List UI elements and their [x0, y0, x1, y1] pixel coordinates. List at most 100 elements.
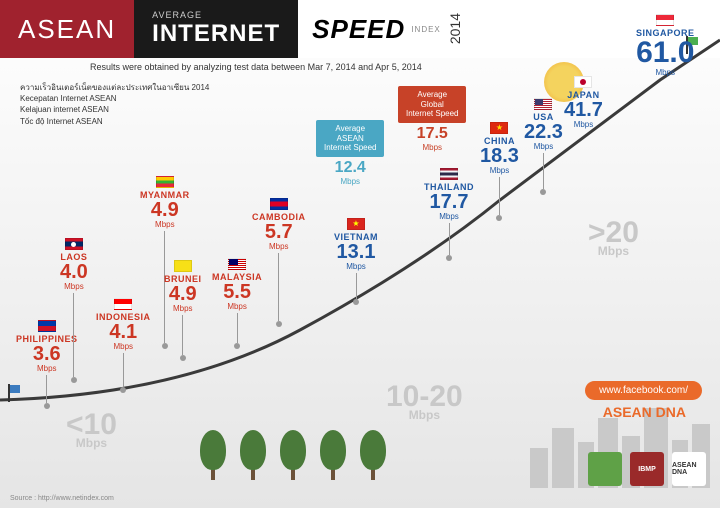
header-internet-block: AVERAGE INTERNET [134, 0, 298, 58]
avg-global-l3: Internet Speed [406, 109, 458, 119]
pin-line [73, 293, 74, 377]
flag-usa-icon [534, 98, 552, 110]
country-entry-china: ★CHINA18.3Mbps [480, 122, 519, 221]
flag-thailand-icon [440, 168, 458, 180]
multilang-line: Tốc độ Internet ASEAN [20, 116, 209, 127]
avg-global-value: 17.5 [398, 125, 466, 143]
pin-dot-icon [276, 321, 282, 327]
country-value: 4.9 [164, 284, 202, 304]
country-value: 4.9 [140, 200, 190, 220]
country-value: 41.7 [564, 100, 603, 120]
multilang-block: ความเร็วอินเตอร์เน็ตของแต่ละประเทศในอาเซ… [20, 82, 209, 127]
country-unit: Mbps [564, 120, 603, 129]
country-value: 61.0 [636, 38, 695, 68]
pin-dot-icon [120, 387, 126, 393]
country-entry-vietnam: ★VIETNAM13.1Mbps [334, 218, 378, 305]
header-index-label: INDEX [411, 25, 440, 34]
range-label: <10Mbps [66, 408, 117, 450]
header-year: 2014 [447, 13, 463, 44]
pin-dot-icon [353, 299, 359, 305]
avg-asean-l2: ASEAN [324, 134, 376, 144]
avg-global-l2: Global [406, 100, 458, 110]
avg-global-box: Average Global Internet Speed [398, 86, 466, 123]
pin-dot-icon [540, 189, 546, 195]
pin-dot-icon [71, 377, 77, 383]
flag-singapore-icon [656, 14, 674, 26]
country-entry-usa: USA22.3Mbps [524, 98, 563, 195]
pin-line [499, 177, 500, 215]
avg-global-callout: Average Global Internet Speed 17.5 Mbps [398, 86, 466, 152]
trees-decor [200, 430, 386, 480]
avg-asean-value: 12.4 [316, 159, 384, 177]
sponsor-logo: ASEAN DNA [672, 452, 706, 486]
avg-global-l1: Average [406, 90, 458, 100]
flag-indonesia-icon [114, 298, 132, 310]
pin-line [278, 253, 279, 321]
country-value: 13.1 [334, 242, 378, 262]
flag-brunei-icon [174, 260, 192, 272]
tree-icon [240, 430, 266, 480]
flag-china-icon: ★ [490, 122, 508, 134]
header-speed-label: SPEED [312, 14, 405, 45]
flag-cambodia-icon [270, 198, 288, 210]
country-unit: Mbps [424, 212, 474, 221]
pin-line [123, 353, 124, 387]
country-unit: Mbps [480, 166, 519, 175]
country-unit: Mbps [140, 220, 190, 229]
source-attribution: Source : http://www.netindex.com [10, 495, 114, 502]
flag-laos-icon [65, 238, 83, 250]
country-entry-laos: LAOS4.0Mbps [60, 238, 88, 383]
header-average-label: AVERAGE [152, 10, 280, 20]
country-value: 17.7 [424, 192, 474, 212]
country-entry-brunei: BRUNEI4.9Mbps [164, 260, 202, 361]
flag-philippines-icon [38, 320, 56, 332]
range-label: >20Mbps [588, 216, 639, 258]
sponsor-logo [588, 452, 622, 486]
sponsor-logos: IBMPASEAN DNA [588, 452, 706, 486]
avg-asean-box: Average ASEAN Internet Speed [316, 120, 384, 157]
flag-japan-icon [574, 76, 592, 88]
tree-icon [320, 430, 346, 480]
country-entry-cambodia: CAMBODIA5.7Mbps [252, 198, 306, 327]
pin-line [46, 375, 47, 403]
flag-myanmar-icon [156, 176, 174, 188]
avg-asean-l3: Internet Speed [324, 143, 376, 153]
country-entry-japan: JAPAN41.7Mbps [564, 76, 603, 129]
pin-line [449, 223, 450, 255]
country-value: 22.3 [524, 122, 563, 142]
header-internet-label: INTERNET [152, 20, 280, 48]
pin-dot-icon [446, 255, 452, 261]
country-unit: Mbps [252, 242, 306, 251]
brand-label: ASEAN DNA [603, 404, 686, 420]
avg-asean-l1: Average [324, 124, 376, 134]
country-entry-singapore: SINGAPORE61.0Mbps [636, 14, 695, 77]
pin-line [182, 315, 183, 355]
avg-asean-unit: Mbps [316, 177, 384, 186]
multilang-line: ความเร็วอินเตอร์เน็ตของแต่ละประเทศในอาเซ… [20, 82, 209, 93]
tree-icon [360, 430, 386, 480]
tree-icon [280, 430, 306, 480]
range-label: 10-20Mbps [386, 380, 463, 422]
country-value: 5.7 [252, 222, 306, 242]
sponsor-logo: IBMP [630, 452, 664, 486]
header: ASEAN AVERAGE INTERNET SPEED INDEX 2014 [0, 0, 720, 58]
country-value: 18.3 [480, 146, 519, 166]
infographic-container: ASEAN AVERAGE INTERNET SPEED INDEX 2014 … [0, 0, 720, 508]
country-unit: Mbps [164, 304, 202, 313]
flag-malaysia-icon [228, 258, 246, 270]
country-unit: Mbps [524, 142, 563, 151]
country-unit: Mbps [334, 262, 378, 271]
tree-icon [200, 430, 226, 480]
pin-line [356, 273, 357, 299]
country-unit: Mbps [60, 282, 88, 291]
avg-global-unit: Mbps [398, 143, 466, 152]
pin-line [237, 313, 238, 343]
subtitle: Results were obtained by analyzing test … [90, 62, 422, 72]
flag-vietnam-icon: ★ [347, 218, 365, 230]
multilang-line: Kecepatan Internet ASEAN [20, 93, 209, 104]
header-asean: ASEAN [0, 0, 134, 58]
country-unit: Mbps [636, 68, 695, 77]
pin-dot-icon [180, 355, 186, 361]
facebook-badge[interactable]: www.facebook.com/ [585, 381, 702, 400]
avg-asean-callout: Average ASEAN Internet Speed 12.4 Mbps [316, 120, 384, 186]
